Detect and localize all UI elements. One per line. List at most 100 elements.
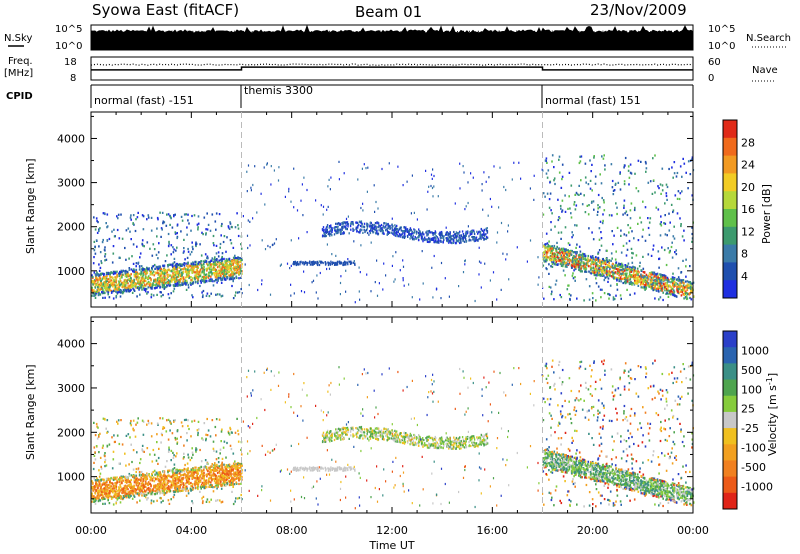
power-echo-pixel — [624, 264, 626, 267]
power-echo-pixel — [614, 258, 617, 261]
power-echo-pixel — [642, 228, 644, 231]
power-echo-pixel — [422, 282, 424, 285]
power-echo-pixel — [578, 266, 581, 269]
power-echo-pixel — [359, 229, 361, 232]
power-echo-pixel — [545, 232, 548, 235]
power-echo-pixel — [557, 218, 560, 222]
power-echo-pixel — [190, 276, 192, 279]
power-echo-pixel — [643, 286, 646, 289]
power-echo-pixel — [187, 272, 189, 276]
power-echo-pixel — [104, 283, 106, 286]
power-echo-pixel — [444, 277, 446, 280]
power-echo-pixel — [639, 261, 641, 264]
power-echo-pixel — [125, 269, 127, 272]
power-echo-pixel — [625, 269, 628, 272]
power-echo-pixel — [664, 275, 667, 278]
power-echo-pixel — [388, 231, 390, 234]
power-echo-pixel — [573, 261, 575, 264]
power-echo-pixel — [422, 240, 424, 243]
power-echo-pixel — [180, 230, 182, 233]
power-echo-pixel — [94, 279, 97, 283]
power-echo-pixel — [97, 285, 100, 288]
power-echo-pixel — [613, 271, 615, 274]
power-echo-pixel — [689, 287, 692, 290]
power-echo-pixel — [652, 282, 655, 285]
power-echo-pixel — [136, 295, 138, 298]
power-echo-pixel — [118, 285, 120, 289]
power-echo-pixel — [346, 221, 349, 224]
power-echo-pixel — [686, 283, 689, 286]
power-echo-pixel — [157, 251, 160, 254]
power-echo-pixel — [478, 237, 480, 241]
power-echo-pixel — [212, 266, 215, 269]
power-echo-pixel — [556, 245, 558, 248]
power-echo-pixel — [110, 276, 112, 279]
power-echo-pixel — [286, 262, 289, 265]
power-echo-pixel — [561, 251, 563, 254]
power-echo-pixel — [673, 292, 675, 295]
power-echo-pixel — [142, 244, 144, 247]
power-echo-pixel — [94, 286, 97, 289]
power-echo-pixel — [607, 280, 609, 283]
power-echo-pixel — [547, 245, 549, 248]
power-echo-pixel — [623, 183, 626, 186]
power-echo-pixel — [617, 268, 620, 271]
velocity-echo-pixel — [167, 499, 170, 502]
power-echo-pixel — [623, 204, 625, 207]
power-echo-pixel — [387, 227, 389, 230]
power-echo-pixel — [150, 279, 152, 282]
power-echo-pixel — [637, 222, 639, 225]
power-echo-pixel — [187, 286, 190, 289]
power-echo-pixel — [170, 270, 173, 273]
power-echo-pixel — [225, 258, 228, 261]
power-echo-pixel — [558, 250, 561, 253]
power-echo-pixel — [405, 228, 407, 231]
power-echo-pixel — [618, 262, 621, 266]
power-echo-pixel — [611, 275, 613, 278]
power-echo-pixel — [178, 270, 181, 273]
power-echo-pixel — [597, 193, 600, 197]
power-echo-pixel — [100, 260, 102, 263]
power-echo-pixel — [452, 234, 454, 237]
power-echo-pixel — [212, 263, 214, 266]
power-echo-pixel — [616, 226, 619, 229]
power-echo-pixel — [152, 243, 155, 246]
power-echo-pixel — [252, 183, 254, 187]
power-echo-pixel — [633, 208, 636, 212]
power-echo-pixel — [592, 258, 595, 261]
power-echo-pixel — [659, 280, 661, 283]
power-echo-pixel — [670, 286, 672, 289]
power-echo-pixel — [572, 234, 574, 237]
power-echo-pixel — [453, 236, 455, 239]
power-echo-pixel — [486, 236, 489, 239]
power-echo-pixel — [614, 271, 617, 274]
power-echo-pixel — [654, 283, 657, 286]
power-echo-pixel — [238, 272, 240, 275]
power-echo-pixel — [318, 260, 320, 263]
power-echo-pixel — [553, 166, 555, 169]
power-echo-pixel — [107, 290, 110, 293]
power-echo-pixel — [467, 181, 469, 184]
power-echo-pixel — [659, 234, 662, 237]
power-echo-pixel — [173, 287, 176, 290]
power-echo-pixel — [168, 240, 170, 243]
power-echo-pixel — [642, 276, 645, 279]
power-echo-pixel — [146, 271, 149, 275]
power-echo-pixel — [152, 265, 155, 268]
power-echo-pixel — [572, 251, 575, 254]
power-echo-pixel — [627, 267, 629, 270]
power-echo-pixel — [567, 258, 569, 261]
power-echo-pixel — [119, 283, 122, 286]
power-echo-pixel — [235, 291, 237, 294]
velocity-echo-pixel — [147, 497, 149, 500]
power-echo-pixel — [232, 273, 234, 276]
power-echo-pixel — [585, 267, 587, 270]
power-echo-pixel — [172, 272, 174, 275]
power-echo-pixel — [221, 268, 223, 271]
power-echo-pixel — [636, 276, 639, 280]
power-colorbar-tick: 28 — [741, 136, 755, 149]
power-echo-pixel — [568, 257, 571, 260]
power-echo-pixel — [468, 239, 470, 242]
power-echo-pixel — [180, 268, 182, 271]
power-echo-pixel — [123, 289, 126, 293]
